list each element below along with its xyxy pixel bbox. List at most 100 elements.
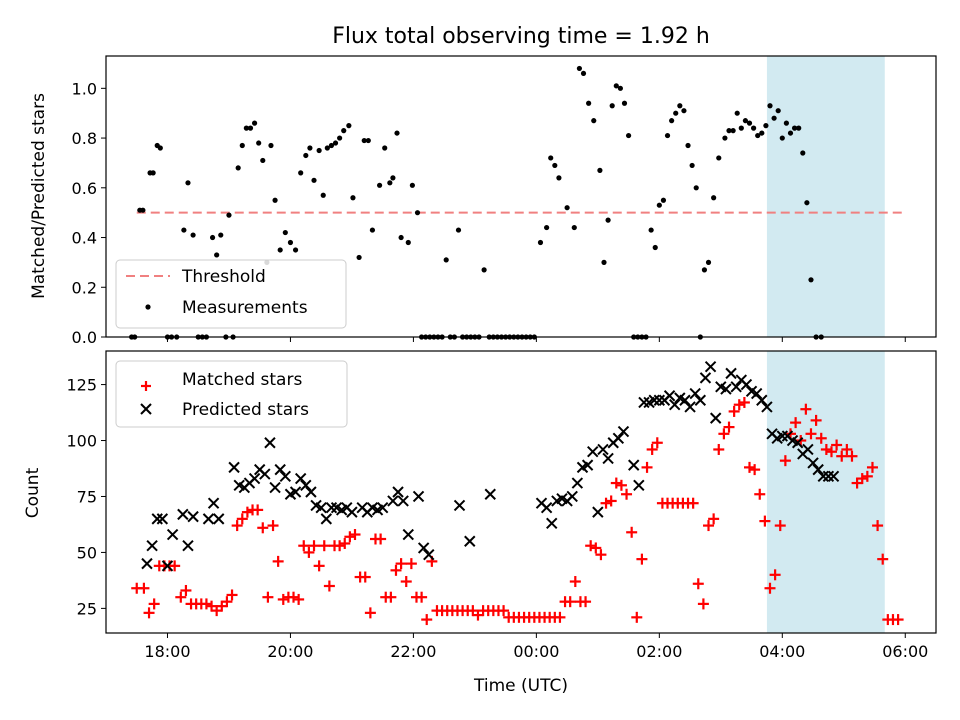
matched-point (841, 443, 853, 455)
legend-measurements-label: Measurements (182, 298, 308, 318)
predicted-point (587, 446, 599, 458)
measurement-point (681, 108, 687, 114)
matched-point (344, 531, 356, 543)
matched-point (569, 576, 581, 588)
matched-point (805, 428, 817, 440)
measurement-point (307, 145, 313, 151)
matched-point (416, 591, 428, 603)
predicted-point (141, 557, 153, 570)
measurement-point (759, 130, 765, 136)
predicted-point (156, 513, 169, 525)
measurement-point (625, 132, 632, 139)
predicted-point (320, 513, 333, 525)
matched-point (595, 549, 607, 561)
predicted-point (315, 501, 327, 514)
chart-title: Flux total observing time = 1.92 h (332, 24, 710, 49)
measurement-point (260, 157, 266, 164)
matched-point (236, 513, 248, 525)
matched-point (713, 443, 725, 455)
measurement-point (556, 175, 562, 181)
predicted-point (756, 394, 768, 406)
measurement-point (648, 227, 654, 233)
predicted-point (612, 432, 625, 444)
matched-point (636, 553, 648, 565)
measurement-point (701, 267, 708, 273)
predicted-point (668, 399, 681, 411)
matched-point (738, 396, 750, 408)
count-panel: 25 50 75 100 125 18:00 20:00 22:00 00:00 02:00 04… (23, 350, 937, 696)
predicted-point (300, 479, 312, 491)
predicted-point (740, 378, 753, 391)
predicted-point (146, 540, 158, 552)
ratio-y-tick-label: 0.2 (72, 278, 97, 297)
predicted-point (325, 501, 338, 514)
matched-point (605, 495, 617, 507)
measurement-point (787, 130, 794, 136)
count-x-tick-label: 04:00 (759, 642, 805, 661)
predicted-point (709, 412, 722, 424)
matched-point (590, 542, 602, 554)
measurement-point (376, 182, 383, 188)
matched-point (877, 553, 889, 565)
matched-point (175, 591, 187, 603)
measurement-point (673, 110, 679, 116)
predicted-point (279, 470, 292, 483)
matched-point (200, 598, 212, 610)
predicted-point (679, 394, 691, 406)
measurement-point (150, 170, 156, 176)
count-x-tick-label: 02:00 (636, 642, 682, 661)
count-y-tick-label: 25 (77, 599, 97, 618)
predicted-point (628, 459, 640, 471)
matched-point (759, 515, 771, 527)
matched-point (498, 605, 510, 617)
legend-measurements-swatch (145, 304, 151, 310)
predicted-point (699, 372, 712, 384)
measurement-point (292, 247, 299, 253)
measurement-point (597, 167, 603, 173)
measurement-point (738, 125, 744, 131)
matched-point (148, 598, 160, 610)
count-x-tick-label: 06:00 (882, 642, 928, 661)
predicted-point (730, 381, 742, 393)
measurement-point (722, 135, 728, 141)
predicted-point (269, 481, 281, 494)
matched-point (395, 558, 407, 570)
measurement-point (209, 234, 216, 241)
predicted-point (187, 510, 199, 523)
predicted-point (248, 472, 261, 485)
measurement-point (544, 224, 550, 231)
matched-point (293, 593, 305, 605)
ratio-y-tick-label: 1.0 (72, 79, 97, 98)
ratio-legend-box (115, 259, 347, 329)
predicted-point (228, 461, 240, 474)
matched-point (692, 578, 704, 590)
measurement-point (605, 217, 611, 223)
measurement-point (771, 115, 777, 121)
legend-matched-label: Matched stars (182, 370, 302, 390)
predicted-point (402, 528, 414, 541)
measurement-point (409, 182, 415, 188)
predicted-point (264, 437, 276, 449)
measurement-point (660, 197, 667, 203)
measurement-point (394, 130, 400, 136)
measurement-point (414, 210, 421, 216)
predicted-point (694, 394, 707, 406)
measurement-point (804, 200, 810, 206)
predicted-point (617, 425, 630, 438)
matched-point (723, 421, 735, 433)
matched-point (708, 513, 720, 525)
predicted-point (453, 499, 466, 512)
predicted-point (177, 508, 189, 521)
predicted-point (397, 495, 409, 507)
measurement-point (746, 120, 753, 126)
predicted-point (274, 463, 286, 476)
predicted-point (166, 528, 179, 541)
predicted-point (633, 479, 645, 491)
matched-point (580, 596, 592, 608)
measurement-point (693, 185, 699, 191)
matched-point (180, 584, 192, 596)
predicted-point (663, 390, 676, 402)
measurement-point (548, 155, 554, 161)
matched-point (892, 614, 904, 626)
matched-point (703, 520, 715, 532)
